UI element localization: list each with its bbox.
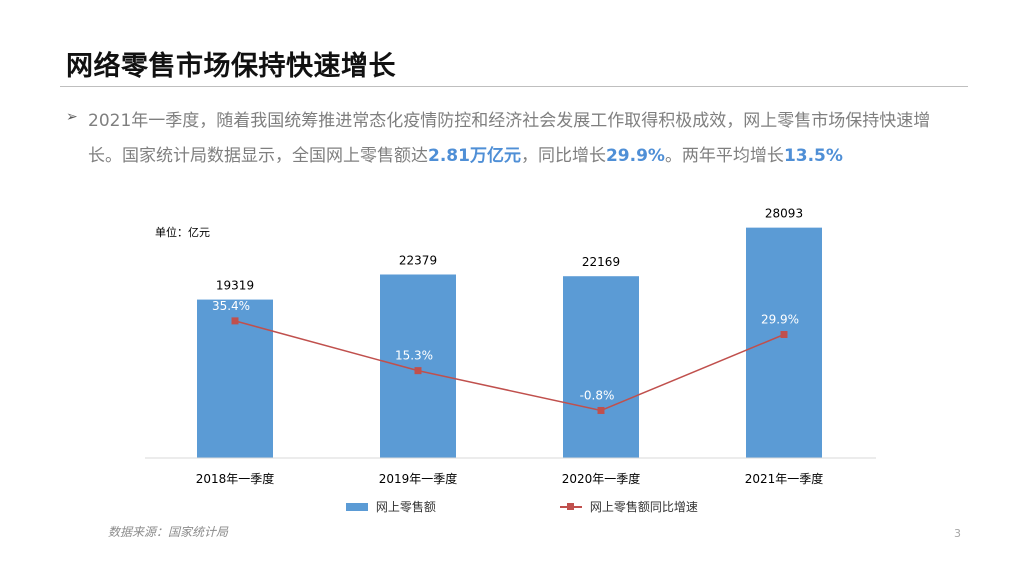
growth-point-3 [597,406,605,414]
data-source-note: 数据来源：国家统计局 [108,525,229,539]
labels-layer: 19319 2018年一季度 22379 2019年一季度 22169 2020年一季度 2… [196,207,824,486]
legend-label-sales: 网上零售额 [375,500,436,514]
growth-point-2 [414,367,422,375]
bullet-text-intro: 2021年一季度，随着我国统筹推进常态化疫情防控和经济社会发展工作取得积极成效，… [88,111,931,166]
bullet-paragraph: ➢ 2021年一季度，随着我国统筹推进常态化疫情防控和经济社会发展工作取得积极成… [66,104,956,174]
bullet-arrow-icon: ➢ [66,109,78,125]
unit-label: 单位：亿元 [155,225,210,239]
title-divider [60,86,968,87]
bar-1 [197,299,273,458]
growth-line-layer [231,317,788,414]
highlight-two-year-average: 13.5% [783,146,843,166]
bar-value-label: 28093 [765,207,803,221]
x-tick-label: 2018年一季度 [196,471,275,486]
growth-point-4 [780,330,788,338]
legend-item-sales: 网上零售额 [346,498,436,515]
x-tick-label: 2019年一季度 [379,471,458,486]
legend-label-growth: 网上零售额同比增速 [589,500,698,514]
x-tick-label: 2020年一季度 [562,471,641,486]
bar-4 [746,227,822,458]
page-number: 3 [954,527,961,540]
bar-2 [380,274,456,458]
growth-value-label: -0.8% [580,388,615,402]
slide-title: 网络零售市场保持快速增长 [66,51,396,82]
bar-value-label: 19319 [216,279,254,293]
bar-value-label: 22379 [399,253,437,267]
highlight-total-sales: 2.81万亿元 [428,146,521,166]
growth-line [234,320,785,412]
growth-value-label: 15.3% [395,349,433,363]
bar-value-label: 22169 [582,255,620,269]
bullet-text-growth: ，同比增长 [520,146,606,166]
legend-item-growth: 网上零售额同比增速 [560,498,698,515]
growth-value-label: 29.9% [761,312,799,326]
x-tick-label: 2021年一季度 [745,471,824,486]
legend-line-swatch [560,502,582,510]
bar-3 [563,276,639,458]
legend-bar-swatch [346,502,368,511]
highlight-growth-rate: 29.9% [605,146,665,166]
bars-layer [197,227,822,458]
bullet-text: 2021年一季度，随着我国统筹推进常态化疫情防控和经济社会发展工作取得积极成效，… [88,104,956,174]
growth-point-1 [231,317,239,325]
bullet-text-two-year: 。两年平均增长 [664,146,784,166]
growth-value-label: 35.4% [212,299,250,313]
